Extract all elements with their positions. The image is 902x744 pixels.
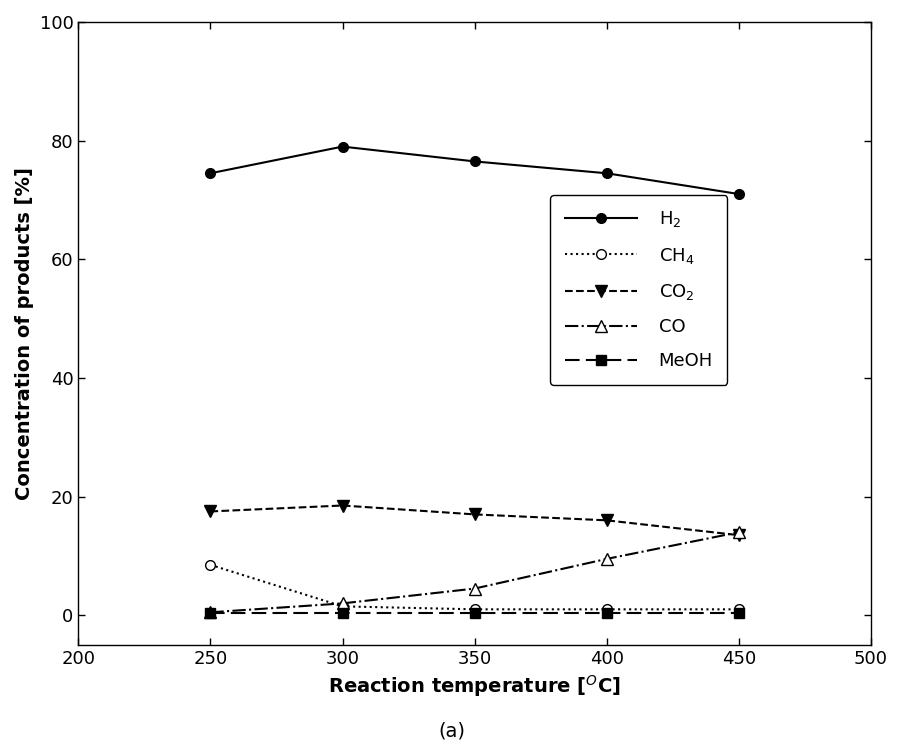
Line: MeOH: MeOH [206,609,743,618]
CH$_4$ [336,602,347,611]
CO$_2$ [205,507,216,516]
MeOH [601,609,612,618]
MeOH [336,609,347,618]
H$_2$ [732,190,743,199]
CH$_4$ [601,605,612,614]
CH$_4$ [732,605,743,614]
CO [601,554,612,563]
Y-axis label: Concentration of products [%]: Concentration of products [%] [15,167,34,500]
CH$_4$ [469,605,480,614]
H$_2$ [601,169,612,178]
X-axis label: Reaction temperature [$^O$C]: Reaction temperature [$^O$C] [328,673,621,699]
MeOH [732,609,743,618]
Line: CH$_4$: CH$_4$ [206,560,743,615]
CO [205,608,216,617]
CO$_2$ [336,501,347,510]
CO$_2$ [732,530,743,539]
CO [732,527,743,536]
Legend: H$_2$, CH$_4$, CO$_2$, CO, MeOH: H$_2$, CH$_4$, CO$_2$, CO, MeOH [549,195,726,385]
CO [469,584,480,593]
H$_2$ [205,169,216,178]
CH$_4$ [205,560,216,569]
H$_2$ [469,157,480,166]
CO [336,599,347,608]
Text: (a): (a) [437,722,465,740]
MeOH [205,609,216,618]
Line: CO$_2$: CO$_2$ [205,500,743,541]
Line: CO: CO [205,527,743,618]
H$_2$ [336,142,347,151]
CO$_2$ [601,516,612,525]
Line: H$_2$: H$_2$ [206,141,743,199]
MeOH [469,609,480,618]
CO$_2$ [469,510,480,519]
